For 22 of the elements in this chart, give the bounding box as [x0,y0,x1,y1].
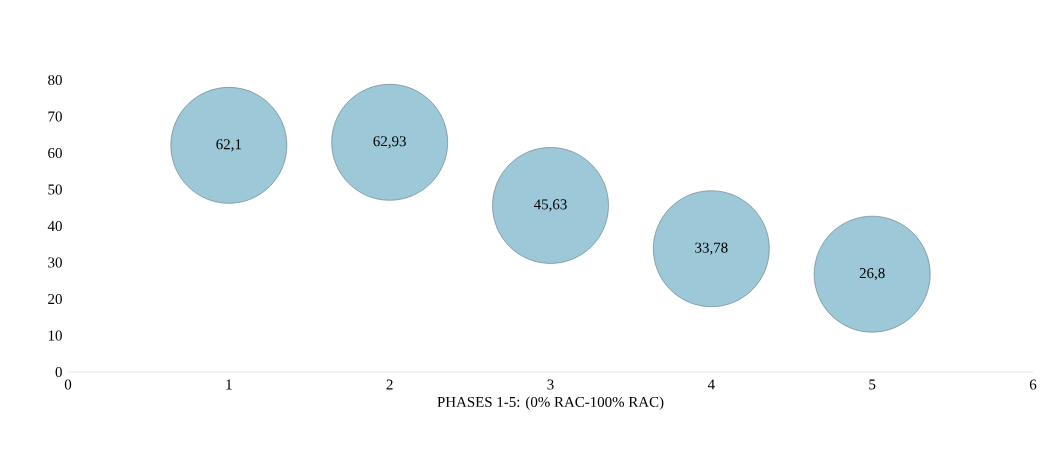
data-label: 62,93 [373,136,406,149]
data-label: 45,63 [533,199,567,212]
data-label: 26,8 [859,268,885,281]
y-tick-label: 30 [48,257,62,268]
y-tick-label: 0 [55,366,62,378]
x-tick-label: 4 [707,379,715,390]
y-tick-label: 20 [48,293,62,305]
x-axis-title: PHASES 1-5: (0% RAC-100% RAC) [437,396,664,410]
data-label: 33,78 [695,242,728,255]
x-tick-label: 0 [64,379,72,390]
y-tick-label: 80 [48,74,62,86]
x-tick-label: 5 [869,379,876,390]
x-tick-label: 6 [1029,379,1037,390]
data-label: 62,1 [216,139,242,152]
y-tick-label: 10 [48,330,62,341]
x-tick-label: 3 [547,379,554,390]
y-tick-label: 50 [48,184,62,195]
y-tick-label: 60 [48,147,62,159]
y-tick-label: 70 [48,111,62,122]
x-tick-label: 1 [226,379,232,390]
y-tick-label: 40 [47,220,62,232]
x-tick-label: 2 [386,379,393,390]
